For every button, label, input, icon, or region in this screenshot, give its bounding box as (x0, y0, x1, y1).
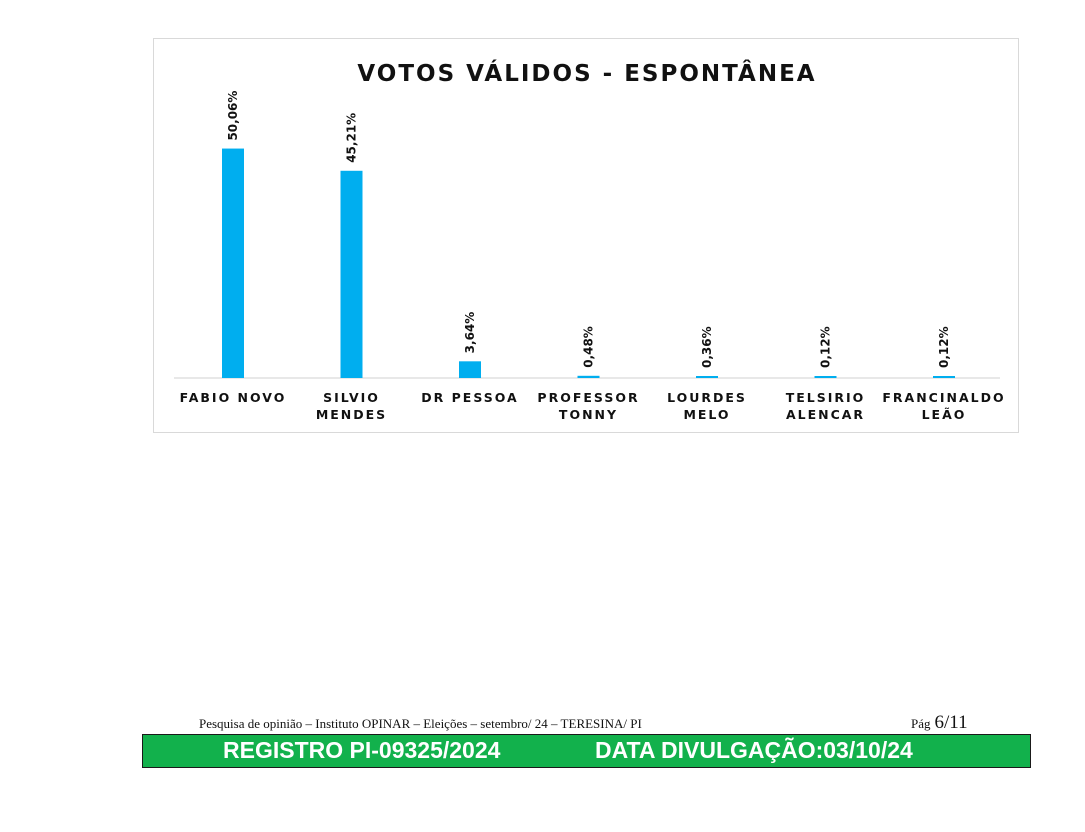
data-label: 45,21% (345, 113, 359, 163)
bar (814, 376, 837, 378)
category-label: LEÃO (922, 407, 967, 422)
registry-banner: REGISTRO PI-09325/2024 DATA DIVULGAÇÃO:0… (142, 734, 1031, 768)
category-label: ALENCAR (786, 407, 865, 422)
data-label: 3,64% (463, 312, 477, 354)
footer-caption: Pesquisa de opinião – Instituto OPINAR –… (199, 716, 642, 731)
bar (933, 376, 955, 378)
category-label: FABIO NOVO (180, 390, 287, 405)
data-label: 0,36% (700, 326, 714, 368)
bar (577, 375, 600, 378)
chart-title: VOTOS VÁLIDOS - ESPONTÂNEA (357, 59, 816, 87)
category-label: DR PESSOA (421, 390, 518, 405)
chart-marks: 50,06% FABIO NOVO 45,21% SILVIO MENDES 3,64% D… (174, 91, 1005, 422)
category-label: TELSIRIO (786, 390, 866, 405)
registry-number: REGISTRO PI-09325/2024 (223, 737, 501, 763)
page-number: Pág 6/11 (911, 712, 968, 734)
data-label: 0,12% (937, 326, 951, 368)
category-label: MENDES (316, 407, 387, 422)
category-label: LOURDES (667, 390, 747, 405)
bar (459, 361, 481, 378)
category-label: SILVIO (323, 390, 380, 405)
category-label: MELO (683, 407, 730, 422)
bar (222, 148, 244, 378)
page-prefix: Pág (911, 716, 931, 731)
bar-chart: VOTOS VÁLIDOS - ESPONTÂNEA 50,06% FABIO N… (174, 59, 1005, 422)
chart-frame: VOTOS VÁLIDOS - ESPONTÂNEA 50,06% FABIO N… (153, 38, 1019, 433)
category-label: FRANCINALDO (882, 390, 1005, 405)
bar (696, 376, 718, 378)
category-label: PROFESSOR (537, 390, 639, 405)
category-label: TONNY (559, 407, 618, 422)
release-date: DATA DIVULGAÇÃO:03/10/24 (595, 737, 913, 763)
data-label: 0,12% (819, 326, 833, 368)
data-label: 0,48% (582, 326, 596, 368)
page-value: 6/11 (934, 712, 968, 733)
data-label: 50,06% (226, 91, 240, 141)
bar (340, 170, 363, 378)
